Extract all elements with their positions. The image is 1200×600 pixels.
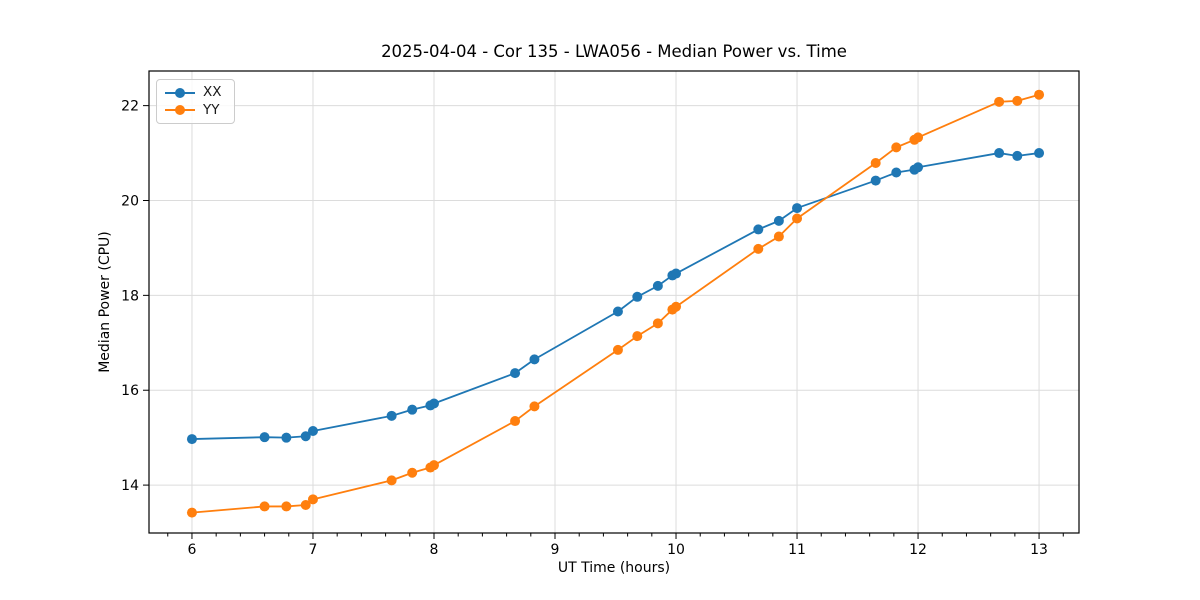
legend-label-xx: XX: [203, 84, 222, 100]
axes-border: [148, 70, 1080, 534]
data-point-yy[interactable]: [186, 507, 197, 518]
data-point-xx[interactable]: [529, 354, 540, 365]
legend: XX YY: [156, 79, 235, 124]
data-point-xx[interactable]: [407, 404, 418, 415]
data-point-xx[interactable]: [186, 434, 197, 445]
data-point-yy[interactable]: [307, 494, 318, 505]
data-point-xx[interactable]: [891, 167, 902, 178]
data-point-xx[interactable]: [1012, 150, 1023, 161]
data-point-xx[interactable]: [259, 432, 270, 443]
y-tick-label: 16: [121, 383, 139, 399]
data-point-xx[interactable]: [671, 268, 682, 279]
series-line-yy: [191, 93, 1040, 514]
data-point-yy[interactable]: [510, 416, 521, 427]
data-point-yy[interactable]: [994, 96, 1005, 107]
y-tick-label: 20: [121, 193, 139, 209]
x-tick-label: 12: [909, 542, 927, 558]
ticks: [143, 105, 1064, 539]
data-point-xx[interactable]: [913, 162, 924, 173]
data-point-yy[interactable]: [773, 231, 784, 242]
data-point-yy[interactable]: [300, 500, 311, 511]
data-point-yy[interactable]: [753, 243, 764, 254]
series-line-xx: [191, 152, 1040, 440]
y-tick-label: 18: [121, 288, 139, 304]
x-tick-label: 6: [187, 542, 196, 558]
y-axis-label: Median Power (CPU): [97, 231, 113, 373]
data-point-yy[interactable]: [792, 213, 803, 224]
legend-item-yy[interactable]: YY: [165, 101, 222, 118]
data-point-yy[interactable]: [407, 467, 418, 478]
legend-label-yy: YY: [203, 101, 220, 118]
data-point-yy[interactable]: [281, 501, 292, 512]
data-point-yy[interactable]: [428, 460, 439, 471]
x-tick-label: 8: [430, 542, 439, 558]
data-point-yy[interactable]: [386, 475, 397, 486]
data-point-xx[interactable]: [632, 291, 643, 302]
data-point-yy[interactable]: [913, 132, 924, 143]
data-point-yy[interactable]: [891, 142, 902, 153]
data-point-yy[interactable]: [632, 331, 643, 342]
data-point-yy[interactable]: [870, 158, 881, 169]
series-yy: [186, 89, 1045, 518]
data-point-xx[interactable]: [792, 203, 803, 214]
data-point-yy[interactable]: [652, 318, 663, 329]
data-point-xx[interactable]: [612, 306, 623, 317]
data-point-yy[interactable]: [529, 401, 540, 412]
x-tick-label: 7: [309, 542, 318, 558]
x-tick-label: 9: [551, 542, 560, 558]
legend-marker-yy: [165, 104, 195, 116]
x-tick-label: 10: [667, 542, 685, 558]
x-tick-label: 13: [1030, 542, 1048, 558]
data-point-xx[interactable]: [994, 148, 1005, 159]
gridlines: [149, 71, 1079, 533]
data-point-yy[interactable]: [259, 501, 270, 512]
data-point-xx[interactable]: [652, 280, 663, 291]
data-point-xx[interactable]: [753, 224, 764, 235]
data-point-yy[interactable]: [612, 344, 623, 355]
data-point-yy[interactable]: [1034, 89, 1045, 100]
data-point-xx[interactable]: [773, 215, 784, 226]
data-point-xx[interactable]: [428, 398, 439, 409]
legend-marker-xx: [165, 87, 195, 99]
data-point-xx[interactable]: [300, 431, 311, 442]
data-point-xx[interactable]: [510, 368, 521, 379]
legend-item-xx[interactable]: XX: [165, 84, 222, 100]
y-tick-label: 14: [121, 478, 139, 494]
x-axis-label: UT Time (hours): [557, 560, 671, 576]
data-point-xx[interactable]: [386, 410, 397, 421]
tick-labels: 6 7 8 9 10 11 12 13 14 16 18 20 22: [121, 99, 1048, 558]
chart-title: 2025-04-04 - Cor 135 - LWA056 - Median P…: [381, 42, 847, 61]
data-point-xx[interactable]: [307, 426, 318, 437]
data-point-xx[interactable]: [1034, 148, 1045, 159]
data-point-xx[interactable]: [281, 432, 292, 443]
data-point-xx[interactable]: [870, 175, 881, 186]
x-tick-label: 11: [788, 542, 806, 558]
series-xx: [186, 148, 1045, 445]
data-point-yy[interactable]: [671, 301, 682, 312]
data-point-yy[interactable]: [1012, 95, 1023, 106]
y-tick-label: 22: [121, 99, 139, 115]
